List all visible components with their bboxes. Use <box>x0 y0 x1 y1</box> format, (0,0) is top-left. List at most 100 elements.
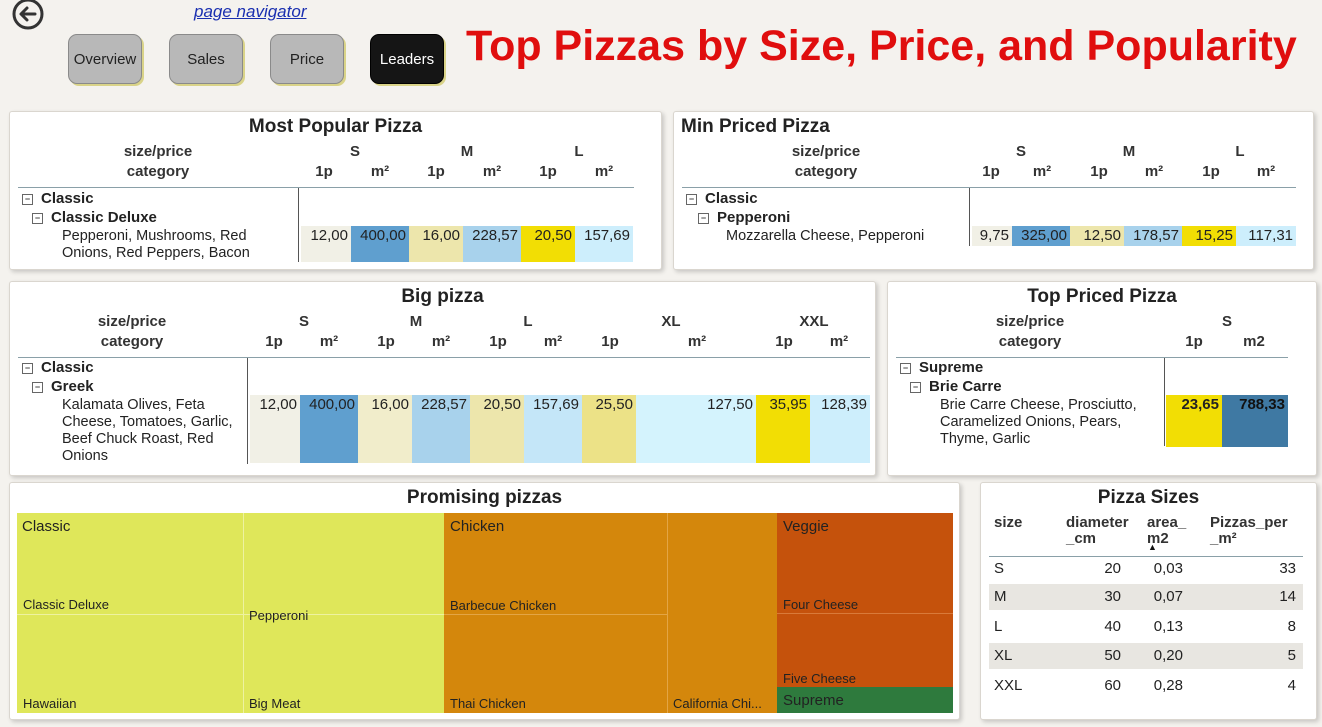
size-header: L <box>574 143 584 160</box>
cell-pizzas-per-m2: 14 <box>1279 588 1296 605</box>
pizza-row[interactable]: − Classic Deluxe <box>32 209 157 226</box>
treemap-tile-label[interactable]: Pepperoni <box>249 608 309 623</box>
collapse-icon[interactable]: − <box>698 213 709 224</box>
value-cell: 228,57 <box>412 395 470 463</box>
unit-header: m² <box>370 163 390 180</box>
value-cell: 25,50 <box>582 395 636 463</box>
cell-area: 0,07 <box>1153 588 1183 605</box>
value-cell: 325,00 <box>1012 226 1070 246</box>
col-header-line1: size/price <box>995 313 1065 330</box>
collapse-icon[interactable]: − <box>910 382 921 393</box>
category-row[interactable]: − Supreme <box>900 359 983 376</box>
cell-pizzas-per-m2: 33 <box>1279 560 1296 577</box>
header-divider <box>18 357 870 358</box>
cell-diameter: 20 <box>1104 560 1121 577</box>
treemap-tile-label[interactable]: California Chi... <box>673 696 762 711</box>
treemap-group-veggie[interactable]: Veggie <box>777 513 953 687</box>
treemap-category-label: Chicken <box>450 518 505 535</box>
unit-header: m² <box>431 333 451 350</box>
unit-header: 1p <box>601 333 619 350</box>
column-header-size[interactable]: size <box>994 514 1023 531</box>
pizza-row[interactable]: − Brie Carre <box>910 378 1002 395</box>
card-title: Most Popular Pizza <box>248 116 423 137</box>
category-row[interactable]: − Classic <box>686 190 758 207</box>
back-arrow-icon[interactable] <box>12 0 44 30</box>
page-title: Top Pizzas by Size, Price, and Popularit… <box>466 22 1297 70</box>
unit-header: 1p <box>1090 163 1108 180</box>
promising-pizzas-card: Promising pizzas Classic Classic Deluxe … <box>9 482 960 720</box>
most-popular-card: Most Popular Pizza size/price category S… <box>9 111 662 270</box>
unit-header: 1p <box>539 163 557 180</box>
treemap-tile-label[interactable]: Big Meat <box>249 696 301 711</box>
sales-button[interactable]: Sales <box>169 34 243 84</box>
value-cell: 178,57 <box>1124 226 1182 246</box>
column-header-pizzas-per-m2[interactable]: Pizzas_per _m² <box>1210 514 1288 547</box>
cell-size: S <box>994 560 1005 577</box>
pizza-label: Classic Deluxe <box>51 209 157 226</box>
treemap-tile-label[interactable]: Four Cheese <box>783 597 859 612</box>
overview-button[interactable]: Overview <box>68 34 142 84</box>
unit-header: m² <box>1144 163 1164 180</box>
card-title: Promising pizzas <box>406 487 563 508</box>
size-header: S <box>1221 313 1232 330</box>
treemap-divider <box>667 513 668 713</box>
min-priced-card: Min Priced Pizza size/price category S M… <box>673 111 1314 270</box>
collapse-icon[interactable]: − <box>22 363 33 374</box>
treemap-group-classic[interactable]: Classic <box>17 513 444 713</box>
category-row[interactable]: − Classic <box>22 190 94 207</box>
treemap-divider <box>243 614 444 615</box>
pizza-row[interactable]: − Greek <box>32 378 94 395</box>
big-pizza-card: Big pizza size/price category S M L XL X… <box>9 281 876 476</box>
column-header-area[interactable]: area_ m2 <box>1147 514 1187 547</box>
header-divider <box>682 187 1296 188</box>
treemap-divider <box>17 614 243 615</box>
category-label: Supreme <box>919 359 984 376</box>
collapse-icon[interactable]: − <box>32 382 43 393</box>
value-cell: 16,00 <box>358 395 412 463</box>
value-cell: 128,39 <box>810 395 870 463</box>
cell-size: XXL <box>994 677 1023 694</box>
unit-header: 1p <box>489 333 507 350</box>
pizza-row[interactable]: − Pepperoni <box>698 209 790 226</box>
column-header-diameter[interactable]: diameter _cm <box>1066 514 1129 547</box>
value-cell: 23,65 <box>1166 395 1222 447</box>
category-row[interactable]: − Classic <box>22 359 94 376</box>
size-header: L <box>523 313 533 330</box>
table-row: L 40 0,13 8 <box>989 614 1303 640</box>
collapse-icon[interactable]: − <box>32 213 43 224</box>
unit-header: m² <box>1032 163 1052 180</box>
unit-header: 1p <box>1202 163 1220 180</box>
collapse-icon[interactable]: − <box>686 194 697 205</box>
treemap-divider <box>777 613 953 614</box>
size-header: M <box>409 313 423 330</box>
price-button[interactable]: Price <box>270 34 344 84</box>
table-row: XXL 60 0,28 4 <box>989 673 1303 699</box>
treemap-group-supreme[interactable]: Supreme <box>777 687 953 713</box>
cell-diameter: 60 <box>1104 677 1121 694</box>
cell-size: M <box>994 588 1007 605</box>
treemap-tile-label[interactable]: Hawaiian <box>23 696 77 711</box>
row-header-divider <box>298 188 299 262</box>
treemap-tile-label[interactable]: Five Cheese <box>783 671 856 686</box>
ingredients-text: Pepperoni, Mushrooms, Red Onions, Red Pe… <box>62 228 250 261</box>
treemap-tile-label[interactable]: Thai Chicken <box>450 696 526 711</box>
treemap-tile-label[interactable]: Barbecue Chicken <box>450 598 557 613</box>
value-cell: 12,50 <box>1070 226 1124 246</box>
pizza-sizes-card: Pizza Sizes size diameter _cm area_ m2 ▲… <box>980 482 1317 720</box>
value-cell: 400,00 <box>300 395 358 463</box>
size-header: S <box>298 313 309 330</box>
treemap-tile-label[interactable]: Classic Deluxe <box>23 597 109 612</box>
col-header-line2: category <box>794 163 858 180</box>
ingredients-text: Kalamata Olives, Feta Cheese, Tomatoes, … <box>62 397 233 464</box>
collapse-icon[interactable]: − <box>22 194 33 205</box>
value-cell: 16,00 <box>409 226 463 262</box>
leaders-button[interactable]: Leaders <box>370 34 444 84</box>
value-cell: 788,33 <box>1222 395 1288 447</box>
value-cell: 117,31 <box>1236 226 1296 246</box>
table-row: XL 50 0,20 5 <box>989 643 1303 669</box>
value-cell: 20,50 <box>470 395 524 463</box>
page-navigator-link[interactable]: page navigator <box>194 2 307 21</box>
value-cell: 12,00 <box>250 395 300 463</box>
collapse-icon[interactable]: − <box>900 363 911 374</box>
treemap-group-chicken[interactable]: Chicken <box>444 513 777 713</box>
